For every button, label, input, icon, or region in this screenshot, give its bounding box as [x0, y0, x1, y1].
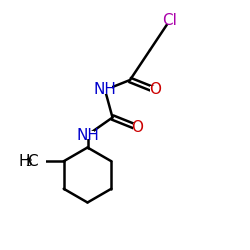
Text: O: O [132, 120, 143, 135]
Text: O: O [149, 82, 161, 98]
FancyBboxPatch shape [80, 130, 94, 140]
FancyBboxPatch shape [163, 16, 177, 24]
Text: C: C [27, 154, 38, 169]
Text: NH: NH [94, 82, 116, 98]
Text: 3: 3 [25, 158, 32, 168]
FancyBboxPatch shape [133, 124, 142, 132]
FancyBboxPatch shape [24, 156, 46, 166]
FancyBboxPatch shape [150, 86, 160, 94]
Text: Cl: Cl [162, 12, 178, 28]
Text: H: H [18, 154, 30, 169]
Text: NH: NH [76, 128, 99, 142]
FancyBboxPatch shape [98, 86, 112, 94]
